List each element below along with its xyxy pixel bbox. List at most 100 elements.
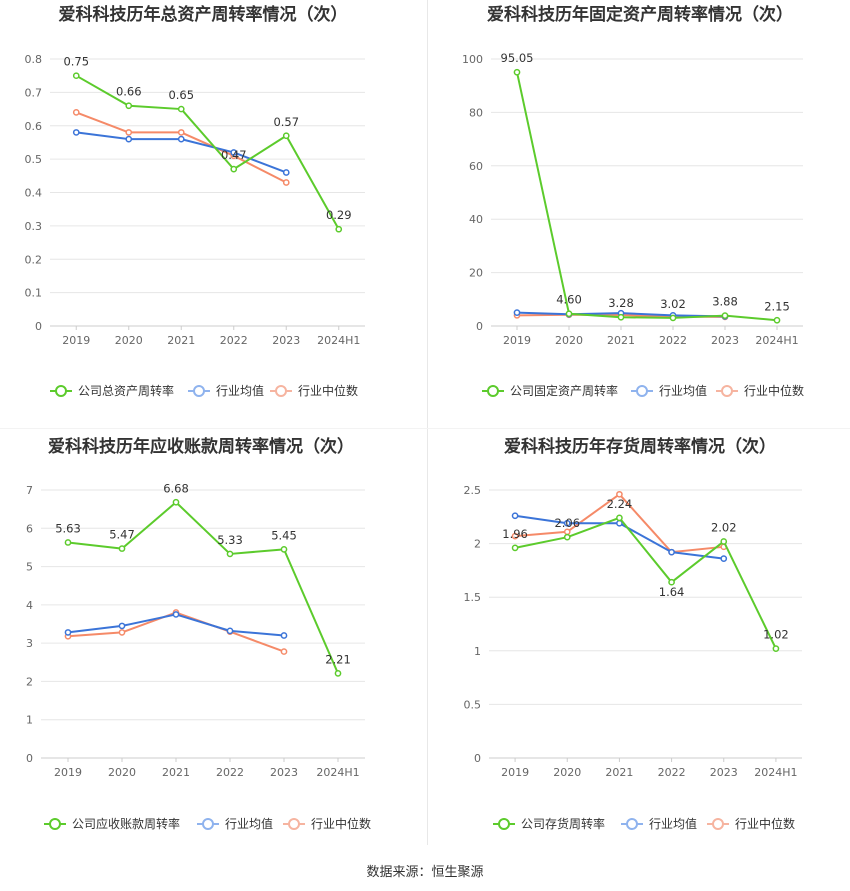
data-point-company[interactable]: [172, 498, 180, 506]
data-label: 3.28: [608, 296, 634, 310]
data-point-company[interactable]: [334, 670, 342, 677]
legend-marker-icon: [202, 818, 214, 830]
data-point-company[interactable]: [565, 310, 573, 318]
x-tick-label: 2020: [553, 766, 581, 779]
horizontal-divider: [0, 428, 850, 429]
legend-marker-icon: [193, 385, 205, 397]
data-point-industry-average[interactable]: [280, 632, 288, 639]
data-point-industry-median[interactable]: [72, 109, 80, 116]
data-point-company[interactable]: [230, 165, 238, 173]
data-label: 95.05: [501, 51, 534, 65]
y-tick-label: 0.6: [25, 120, 43, 133]
data-point-industry-average[interactable]: [226, 627, 234, 635]
x-tick-label: 2024H1: [316, 766, 359, 779]
x-tick-label: 2021: [605, 766, 633, 779]
legend-item-industry-median[interactable]: 行业中位数: [283, 816, 371, 831]
data-point-industry-average[interactable]: [118, 622, 126, 630]
data-point-industry-average[interactable]: [563, 519, 571, 527]
data-point-company[interactable]: [280, 545, 288, 553]
legend-marker-icon: [487, 385, 499, 397]
data-point-company[interactable]: [616, 514, 623, 522]
data-label: 1.96: [502, 527, 528, 541]
legend-item-industry-median[interactable]: 行业中位数: [270, 383, 358, 398]
legend-item-company[interactable]: 公司存货周转率: [493, 816, 605, 831]
legend-label: 行业均值: [225, 816, 273, 831]
legend-item-industry-median[interactable]: 行业中位数: [707, 816, 795, 831]
data-point-industry-average[interactable]: [177, 135, 185, 143]
legend-marker-icon: [636, 385, 648, 397]
legend-label: 行业中位数: [744, 383, 804, 398]
legend-item-industry-median[interactable]: 行业中位数: [716, 383, 804, 398]
data-point-industry-average[interactable]: [172, 611, 180, 618]
legend-item-industry-average[interactable]: 行业均值: [188, 383, 264, 398]
vertical-divider: [427, 0, 428, 845]
data-point-company[interactable]: [513, 68, 521, 76]
x-tick-label: 2019: [54, 766, 82, 779]
legend-label: 公司存货周转率: [521, 816, 605, 831]
x-tick-label: 2023: [270, 766, 298, 779]
data-label: 0.29: [326, 208, 352, 222]
data-point-industry-median[interactable]: [280, 648, 288, 655]
y-tick-label: 0.2: [25, 253, 43, 266]
x-tick-label: 2021: [607, 334, 635, 347]
legend-item-company[interactable]: 公司固定资产周转率: [482, 383, 618, 398]
legend-marker-icon: [721, 385, 733, 397]
data-point-company[interactable]: [226, 550, 234, 558]
data-point-company[interactable]: [125, 102, 133, 110]
data-point-industry-average[interactable]: [720, 555, 728, 562]
data-point-industry-average[interactable]: [513, 309, 521, 316]
data-point-industry-average[interactable]: [511, 512, 519, 520]
series-line-company: [514, 516, 777, 650]
chart-svg-receivables-turnover: 爱科科技历年应收账款周转率情况（次） 0 1 2 3 4 5 6 7 2019 2020 2021 20…: [26, 436, 371, 831]
data-label: 1.02: [763, 628, 789, 642]
legend-item-company[interactable]: 公司总资产周转率: [50, 383, 174, 398]
data-point-company[interactable]: [617, 313, 625, 321]
data-point-industry-median[interactable]: [125, 129, 133, 136]
data-point-industry-average[interactable]: [282, 169, 290, 176]
data-point-industry-median[interactable]: [511, 532, 519, 540]
data-point-company[interactable]: [335, 225, 343, 233]
data-label: 0.65: [168, 88, 194, 102]
data-point-company[interactable]: [72, 72, 80, 80]
data-label: 5.45: [271, 528, 297, 542]
data-label: 4.60: [556, 293, 582, 307]
data-point-industry-median[interactable]: [616, 490, 623, 498]
legend-item-industry-average[interactable]: 行业均值: [621, 816, 697, 831]
data-point-industry-average[interactable]: [72, 129, 80, 136]
data-label: 2.02: [711, 520, 737, 534]
data-point-company[interactable]: [720, 538, 728, 545]
data-point-industry-average[interactable]: [125, 135, 133, 143]
data-label: 2.15: [764, 299, 790, 313]
chart-panel-inventory-turnover: 爱科科技历年存货周转率情况（次） 0 0.5 1 1.5 2 2.5 2019 2020 2021…: [425, 430, 850, 860]
data-point-company[interactable]: [177, 105, 185, 113]
legend-item-industry-average[interactable]: 行业均值: [197, 816, 273, 831]
data-point-industry-median[interactable]: [118, 629, 126, 636]
legend-label: 公司固定资产周转率: [510, 383, 618, 398]
data-point-company[interactable]: [282, 132, 290, 140]
data-point-company[interactable]: [669, 314, 677, 322]
data-point-industry-average[interactable]: [64, 629, 72, 636]
data-point-company[interactable]: [721, 312, 729, 319]
data-point-company[interactable]: [773, 316, 781, 324]
legend-item-company[interactable]: 公司应收账款周转率: [44, 816, 180, 831]
data-point-company[interactable]: [772, 645, 780, 653]
data-point-company[interactable]: [118, 545, 126, 552]
data-label: 0.66: [116, 85, 142, 99]
data-point-company[interactable]: [511, 544, 519, 552]
data-label: 2.06: [554, 516, 580, 530]
data-point-company[interactable]: [668, 578, 675, 586]
legend-item-industry-average[interactable]: 行业均值: [631, 383, 707, 398]
y-tick-label: 7: [26, 484, 33, 497]
data-point-industry-average[interactable]: [230, 149, 238, 156]
data-point-industry-median[interactable]: [177, 129, 185, 136]
data-point-company[interactable]: [563, 533, 571, 541]
data-point-industry-median[interactable]: [282, 179, 290, 186]
data-label: 0.47: [221, 148, 247, 162]
chart-panel-fixed-asset-turnover: 爱科科技历年固定资产周转率情况（次） 0 20 40 60 80 100 2019 2020 20…: [425, 0, 850, 430]
y-tick-label: 0.7: [25, 86, 43, 99]
data-point-industry-average[interactable]: [668, 548, 675, 556]
y-tick-label: 80: [469, 106, 483, 119]
legend-label: 行业中位数: [735, 816, 795, 831]
legend-label: 行业中位数: [298, 383, 358, 398]
data-point-company[interactable]: [64, 539, 72, 546]
